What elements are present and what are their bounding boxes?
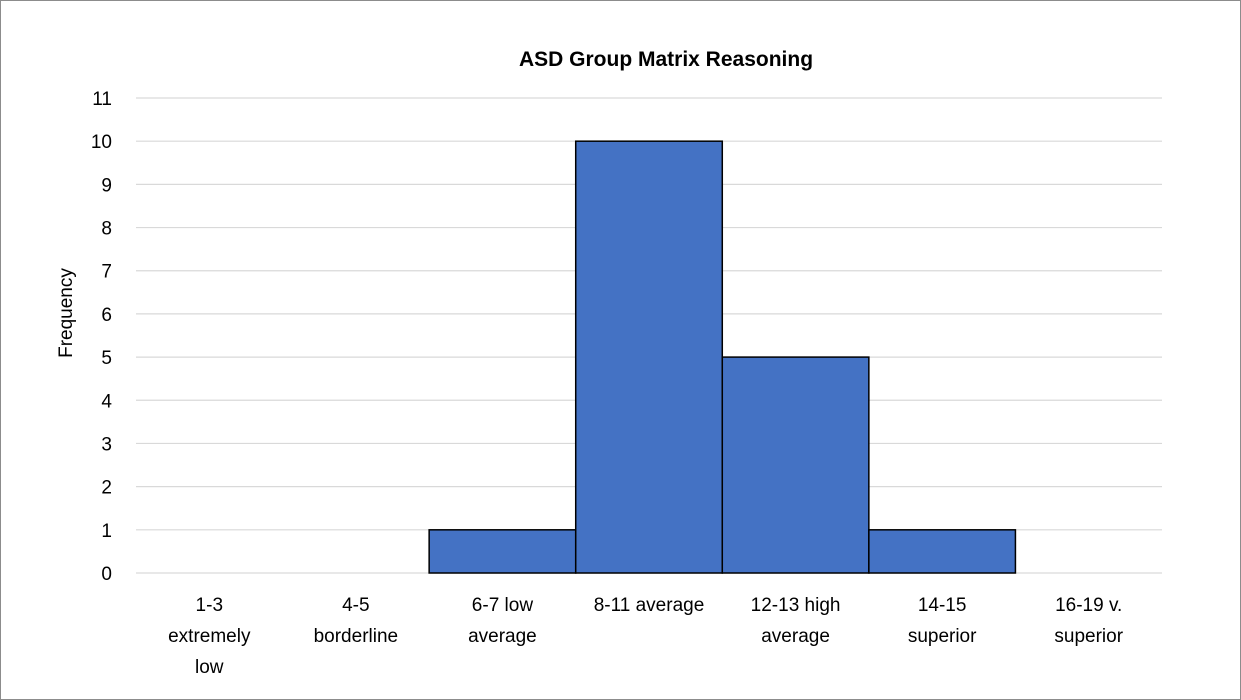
y-tick-label: 5 [101, 348, 112, 369]
y-tick-label: 9 [101, 175, 112, 196]
y-tick-label: 6 [101, 305, 112, 326]
x-tick-label: 14-15 superior [908, 595, 977, 647]
x-tick-label-line: extremely [168, 626, 251, 647]
x-tick-label-line: average [468, 626, 537, 647]
x-tick-label-line: 8-11 average [594, 595, 705, 616]
x-tick-label: 4-5 borderline [314, 595, 399, 647]
bar [428, 529, 577, 574]
x-tick-label-line: 6-7 low [472, 595, 534, 616]
x-tick-label-line: borderline [314, 626, 399, 647]
y-tick-label: 7 [101, 262, 112, 283]
x-tick-label: 12-13 high average [751, 595, 841, 647]
y-tick-label: 2 [101, 478, 112, 499]
x-tick-label-line: 16-19 v. [1055, 595, 1122, 616]
x-axis-ticks: 1-3 extremely low 4-5 borderline 6-7 low avera… [168, 595, 1124, 678]
x-tick-label: 16-19 v. superior [1054, 595, 1123, 647]
x-tick-label-line: 12-13 high [751, 595, 841, 616]
bar [868, 529, 1017, 574]
y-tick-label: 10 [91, 132, 112, 153]
bars [428, 140, 1017, 574]
y-tick-label: 8 [101, 219, 112, 240]
y-tick-label: 4 [101, 391, 112, 412]
x-tick-label-line: low [195, 657, 224, 678]
y-tick-label: 11 [92, 89, 112, 110]
y-axis-label: Frequency [56, 268, 77, 358]
bar [574, 140, 724, 574]
x-tick-label-line: superior [1054, 626, 1123, 647]
x-tick-label-line: 1-3 [196, 595, 223, 616]
x-tick-label-line: 4-5 [342, 595, 369, 616]
x-tick-label-line: 14-15 [918, 595, 967, 616]
x-tick-label: 1-3 extremely low [168, 595, 251, 678]
bar [721, 356, 870, 574]
chart-title: ASD Group Matrix Reasoning [519, 48, 813, 71]
y-tick-label: 0 [101, 564, 112, 585]
x-tick-label-line: average [761, 626, 830, 647]
y-tick-label: 1 [101, 521, 112, 542]
y-tick-label: 3 [101, 434, 112, 455]
y-axis-ticks: 0 1 2 3 4 5 6 7 8 9 10 11 [91, 89, 113, 585]
x-tick-label: 8-11 average [594, 595, 705, 616]
x-tick-label: 6-7 low average [468, 595, 537, 647]
x-tick-label-line: superior [908, 626, 977, 647]
